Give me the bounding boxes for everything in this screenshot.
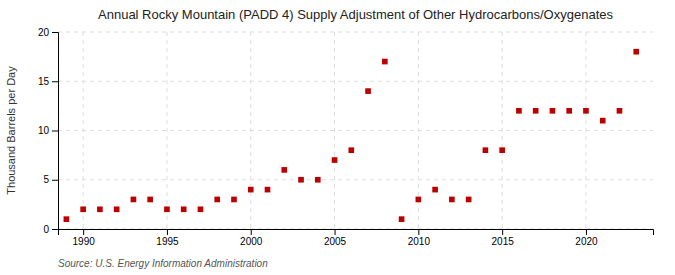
tick-label: 2005 (324, 236, 347, 247)
grid-line (502, 32, 503, 229)
point (315, 177, 321, 183)
grid-line (166, 32, 167, 229)
tick: 2020 (575, 229, 598, 247)
grid-line (58, 179, 653, 180)
point (80, 206, 86, 212)
source: Source: U.S. Energy Information Administ… (58, 258, 268, 269)
point (516, 108, 522, 114)
points (64, 49, 640, 222)
point (348, 147, 354, 153)
point (416, 197, 422, 203)
tick: 2000 (240, 229, 263, 247)
point (164, 206, 170, 212)
chart: 1990 1995 2000 2005 2010 2015 2020 0 5 10 15 20 Annu… (0, 0, 675, 275)
tick-mark (502, 229, 503, 235)
point (147, 197, 153, 203)
y-axis-label: Thousand Barrels per Day (5, 66, 17, 195)
point (432, 187, 438, 193)
point (265, 187, 271, 193)
point (114, 206, 120, 212)
point (483, 147, 489, 153)
point (231, 197, 237, 203)
point (466, 197, 472, 203)
tick-label: 2010 (408, 236, 431, 247)
point (566, 108, 572, 114)
plot: 1990 1995 2000 2005 2010 2015 2020 0 5 10 15 20 (38, 27, 654, 247)
grid-line (250, 32, 251, 229)
point (550, 108, 556, 114)
point (214, 197, 220, 203)
tick-label: 1995 (156, 236, 179, 247)
point (399, 216, 405, 222)
tick-mark (251, 229, 252, 235)
point (617, 108, 623, 114)
tick-mark (335, 229, 336, 235)
point (583, 108, 589, 114)
tick-label: 2020 (575, 236, 598, 247)
tick: 0 (43, 224, 58, 235)
tick-label: 20 (38, 27, 50, 38)
tick-mark (83, 229, 84, 235)
point (64, 216, 70, 222)
point (332, 157, 338, 163)
point (248, 187, 254, 193)
tick-label: 2000 (240, 236, 263, 247)
tick-mark (586, 229, 587, 235)
tick: 1990 (73, 229, 96, 247)
point (633, 49, 639, 55)
y-axis: 0 5 10 15 20 (38, 27, 59, 235)
grid-line (58, 81, 653, 82)
tick-mark (52, 229, 58, 230)
grid (58, 32, 653, 229)
tick-label: 5 (43, 174, 49, 185)
tick-mark (52, 32, 58, 33)
point (97, 206, 103, 212)
point (449, 197, 455, 203)
point (382, 59, 388, 65)
tick: 2015 (492, 229, 515, 247)
tick-label: 0 (43, 224, 49, 235)
tick-mark (52, 131, 58, 132)
tick-label: 2015 (492, 236, 515, 247)
tick: 20 (38, 27, 58, 38)
tick-mark (167, 229, 168, 235)
point (533, 108, 539, 114)
grid-line (58, 130, 653, 131)
grid-line (334, 32, 335, 229)
grid-line (585, 32, 586, 229)
point (181, 206, 187, 212)
tick: 15 (38, 76, 58, 87)
tick-label: 15 (38, 76, 50, 87)
point (298, 177, 304, 183)
tick: 10 (38, 125, 58, 136)
title: Annual Rocky Mountain (PADD 4) Supply Ad… (98, 7, 613, 22)
x-axis: 1990 1995 2000 2005 2010 2015 2020 (59, 229, 654, 247)
grid-line (83, 32, 84, 229)
axis-line (52, 33, 59, 230)
point (600, 118, 606, 124)
tick: 2010 (408, 229, 431, 247)
tick-label: 1990 (73, 236, 96, 247)
point (281, 167, 287, 173)
tick: 2005 (324, 229, 347, 247)
tick-label: 10 (38, 125, 50, 136)
tick-mark (418, 229, 419, 235)
grid-line (58, 32, 653, 33)
tick: 5 (43, 174, 58, 185)
point (365, 88, 371, 94)
tick-mark (52, 180, 58, 181)
tick: 1995 (156, 229, 179, 247)
point (131, 197, 137, 203)
axis-line (59, 230, 654, 236)
point (198, 206, 204, 212)
tick-mark (52, 81, 58, 82)
point (499, 147, 505, 153)
